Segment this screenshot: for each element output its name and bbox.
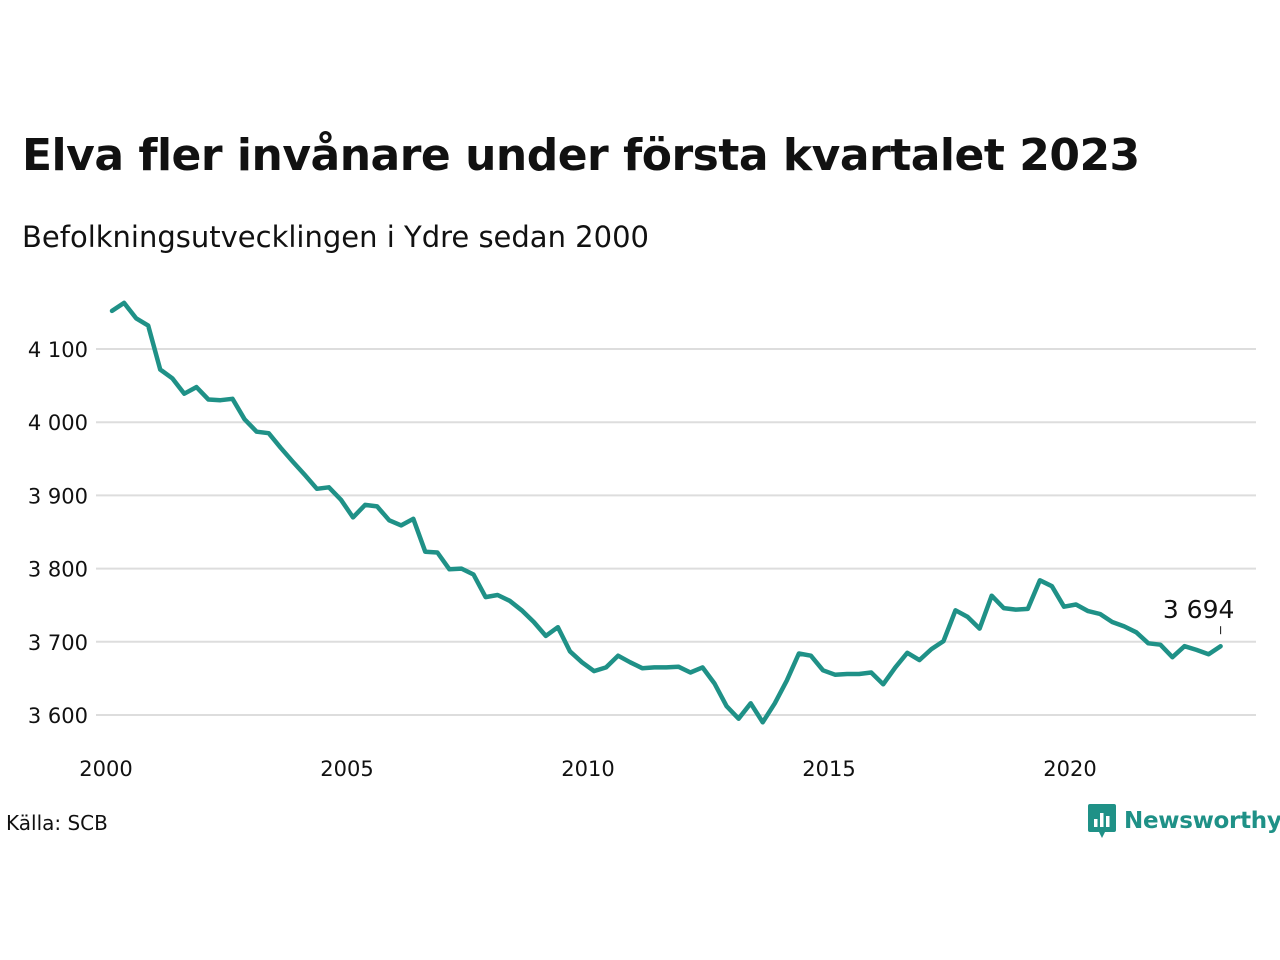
y-tick-label: 3 700 [28, 631, 88, 655]
x-tick-label: 2000 [79, 757, 132, 781]
chart-subtitle: Befolkningsutvecklingen i Ydre sedan 200… [22, 220, 649, 254]
last-value-label: 3 694 [1163, 595, 1235, 624]
x-tick-label: 2005 [320, 757, 373, 781]
newsworthy-logo-icon [1088, 804, 1116, 838]
source-note: Källa: SCB [6, 811, 108, 835]
gridlines [96, 348, 1256, 716]
y-tick-label: 3 600 [28, 704, 88, 728]
y-tick-label: 3 900 [28, 484, 88, 508]
y-tick-label: 4 100 [28, 338, 88, 362]
x-axis-ticks: 2000 2005 2010 2015 2020 [79, 757, 1096, 781]
y-tick-label: 3 800 [28, 558, 88, 582]
y-tick-label: 4 000 [28, 411, 88, 435]
chart-title: Elva fler invånare under första kvartale… [22, 130, 1140, 181]
brand-name: Newsworthy [1124, 808, 1280, 834]
x-tick-label: 2020 [1043, 757, 1096, 781]
y-axis-ticks: 3 600 3 700 3 800 3 900 4 000 4 100 [28, 338, 88, 728]
newsworthy-logo: Newsworthy [1088, 804, 1280, 838]
x-tick-label: 2015 [802, 757, 855, 781]
x-tick-label: 2010 [561, 757, 614, 781]
population-series-line [109, 300, 1223, 725]
